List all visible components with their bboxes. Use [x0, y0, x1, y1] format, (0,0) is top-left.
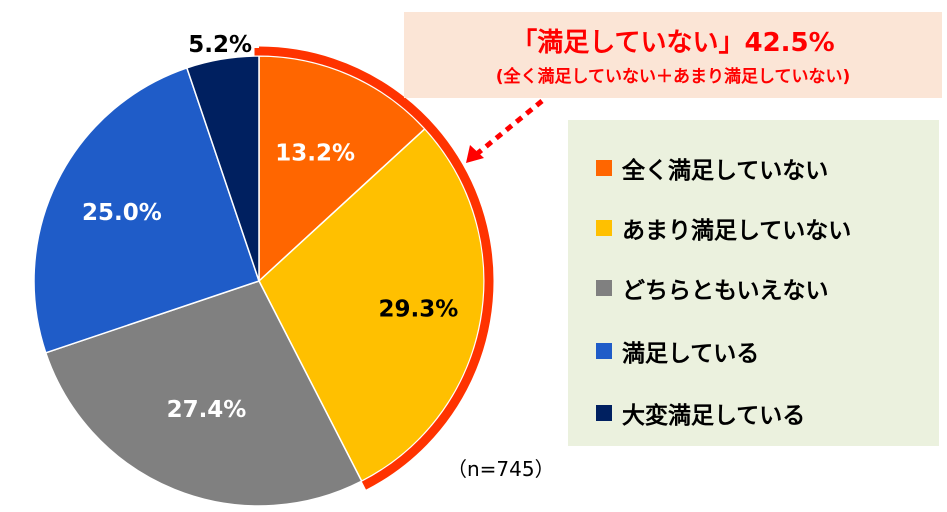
callout-arrow: [466, 99, 544, 163]
legend-item: 満足している: [596, 333, 759, 369]
legend: 全く満足していない あまり満足していない どちらともいえない 満足している 大変…: [568, 120, 939, 446]
callout-title: 「満足していない」42.5%: [511, 28, 835, 58]
slice-value-label: 25.0%: [82, 200, 162, 226]
legend-label: 満足している: [622, 341, 760, 367]
slice-value-label: 5.2%: [188, 32, 252, 58]
slice-value-label: 29.3%: [379, 297, 459, 323]
highlight-arc: [254, 46, 494, 490]
legend-swatch: [596, 220, 612, 236]
legend-swatch: [596, 343, 612, 359]
legend-item: どちらともいえない: [596, 270, 829, 306]
sample-size-note: （n=745）: [447, 457, 555, 481]
pie-slice: [33, 66, 260, 354]
pie-slices: [33, 55, 485, 507]
pie-slice: [258, 127, 485, 483]
legend-item: 大変満足している: [596, 395, 805, 431]
legend-item: 全く満足していない: [596, 150, 828, 186]
pie-slice: [258, 55, 426, 283]
slice-value-label: 27.4%: [167, 397, 247, 423]
legend-swatch: [596, 280, 612, 296]
callout-subtitle: (全く満足していない＋あまり満足していない): [495, 67, 851, 87]
pie-slice: [185, 55, 260, 282]
legend-label: あまり満足していない: [622, 218, 852, 244]
slice-labels: 13.2% 29.3% 27.4% 25.0% 5.2%: [82, 32, 458, 423]
legend-swatch: [596, 160, 612, 176]
legend-label: どちらともいえない: [622, 278, 829, 304]
legend-swatch: [596, 405, 612, 421]
pie-slice: [44, 280, 363, 507]
legend-item: あまり満足していない: [596, 210, 851, 246]
slice-value-label: 13.2%: [275, 140, 355, 166]
callout-box: 「満足していない」42.5% (全く満足していない＋あまり満足していない): [404, 12, 942, 98]
legend-label: 大変満足している: [622, 403, 806, 429]
legend-label: 全く満足していない: [622, 158, 829, 184]
